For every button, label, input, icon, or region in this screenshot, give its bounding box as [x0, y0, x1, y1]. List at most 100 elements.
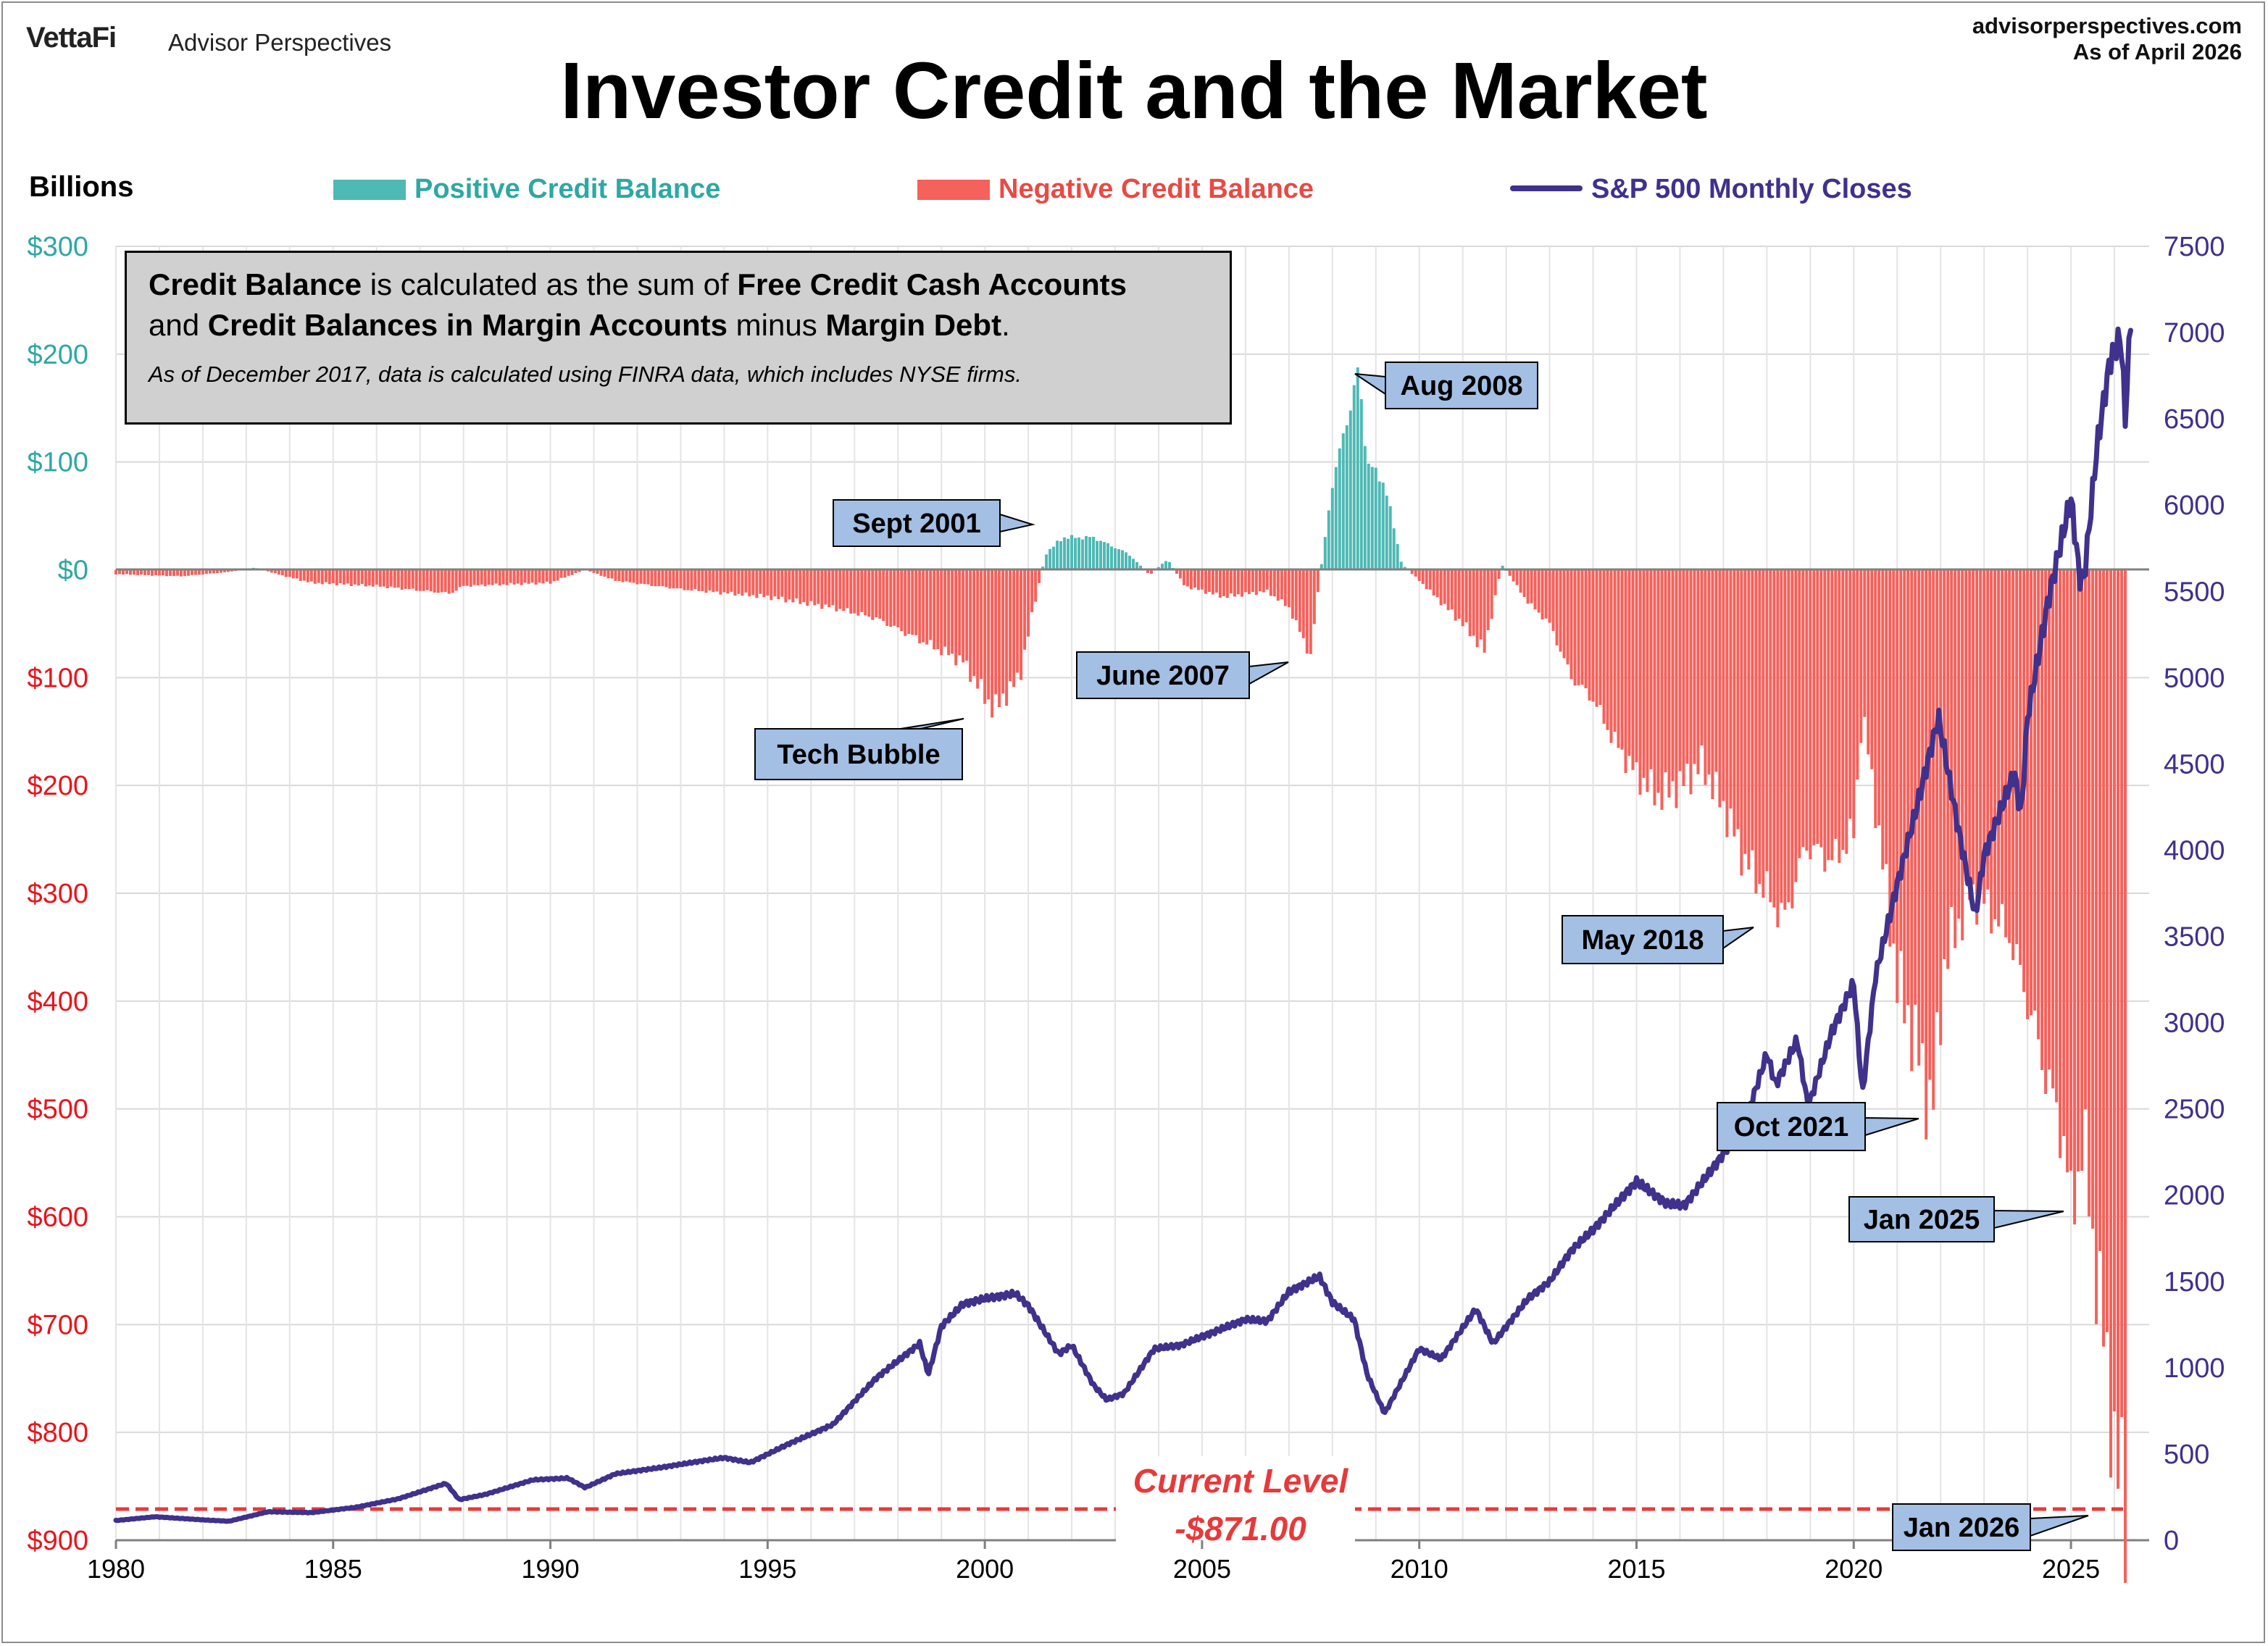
- negative-bar: [215, 569, 219, 574]
- negative-bar: [563, 569, 567, 578]
- negative-bar: [284, 569, 288, 577]
- right-tick-label: 500: [2164, 1440, 2209, 1470]
- negative-bar: [1729, 569, 1733, 809]
- negative-bar: [893, 569, 896, 626]
- grid-lines: [115, 246, 2149, 1542]
- negative-bar: [1704, 569, 1707, 785]
- negative-bar: [1819, 569, 1823, 848]
- negative-bar: [773, 569, 777, 597]
- negative-bar: [1653, 569, 1656, 806]
- negative-bar: [1602, 569, 1606, 724]
- negative-bar: [389, 569, 393, 587]
- negative-bar: [1240, 569, 1243, 597]
- negative-bar: [299, 569, 302, 581]
- negative-bar: [226, 569, 230, 572]
- negative-bar: [277, 569, 280, 575]
- negative-bar: [1316, 569, 1319, 593]
- positive-bar: [1327, 510, 1330, 570]
- left-tick-label: $400: [27, 987, 88, 1017]
- positive-bar: [1319, 564, 1323, 570]
- negative-bar: [592, 569, 596, 573]
- note-text-run: Free Credit Cash Accounts: [737, 267, 1127, 301]
- negative-bar: [882, 569, 885, 622]
- negative-bar: [693, 569, 697, 590]
- negative-bar: [643, 569, 646, 585]
- negative-bar: [1566, 569, 1569, 665]
- right-tick-label: 1500: [2164, 1267, 2225, 1298]
- negative-bar: [1233, 569, 1236, 597]
- note-text-run: Credit Balances in Margin Accounts: [207, 308, 728, 342]
- callout-fill: [1077, 653, 1248, 698]
- negative-bar: [1758, 569, 1762, 885]
- positive-bar: [1074, 538, 1077, 570]
- negative-bar: [1627, 569, 1631, 756]
- negative-bar: [606, 569, 610, 579]
- negative-bar: [1845, 569, 1848, 854]
- negative-bar: [766, 569, 770, 596]
- negative-bar: [385, 569, 389, 589]
- callout-fill: [1850, 1198, 1993, 1241]
- negative-bar: [770, 569, 773, 601]
- negative-bar: [617, 569, 621, 582]
- note-text-run: is calculated as the sum of: [362, 267, 738, 301]
- negative-bar: [1925, 569, 1928, 1140]
- negative-bar: [1149, 569, 1153, 574]
- positive-bar: [1501, 565, 1504, 570]
- negative-bar: [2106, 569, 2109, 1332]
- negative-bar: [164, 569, 168, 577]
- negative-bar: [280, 569, 284, 576]
- left-tick-label: $500: [27, 1095, 88, 1125]
- negative-bar: [657, 569, 661, 587]
- negative-bar: [2008, 569, 2011, 943]
- negative-bar: [353, 569, 357, 585]
- negative-bar: [704, 569, 708, 593]
- negative-bar: [136, 569, 139, 575]
- negative-bar: [472, 569, 476, 585]
- negative-bar: [1020, 569, 1023, 680]
- left-tick-label: $200: [27, 771, 88, 801]
- negative-bar: [338, 569, 342, 584]
- left-tick-label: $0: [58, 556, 88, 586]
- legend-positive-label: Positive Credit Balance: [414, 174, 721, 204]
- negative-bar: [157, 569, 161, 576]
- positive-bar: [1164, 561, 1167, 570]
- negative-bar: [1272, 569, 1276, 597]
- negative-bar: [270, 569, 273, 573]
- legend-sp500-label: S&P 500 Monthly Closes: [1591, 174, 1912, 204]
- negative-bar: [219, 569, 222, 573]
- x-tick-label: 1990: [522, 1554, 580, 1584]
- negative-bar: [922, 569, 925, 643]
- negative-bar: [1254, 569, 1258, 596]
- x-axis: 1980 1985 1990 1995 2000 2005 2010 2015 2020 2025: [87, 1540, 2100, 1584]
- negative-bar: [204, 569, 208, 575]
- sp500-line: [113, 326, 2133, 1524]
- negative-bar: [1584, 569, 1588, 689]
- negative-bar: [1635, 569, 1638, 763]
- negative-bar: [429, 569, 433, 592]
- negative-bar: [1751, 569, 1754, 851]
- negative-bar: [813, 569, 817, 606]
- negative-bar: [2091, 569, 2095, 1229]
- positive-bar: [1096, 540, 1099, 570]
- negative-bar: [849, 569, 853, 614]
- negative-bar: [483, 569, 487, 587]
- negative-bar: [491, 569, 494, 585]
- negative-bar: [208, 569, 212, 574]
- negative-bar: [929, 569, 933, 640]
- negative-bar: [516, 569, 520, 584]
- negative-bar: [846, 569, 849, 609]
- negative-bar: [1309, 569, 1312, 654]
- negative-bar: [791, 569, 795, 603]
- right-tick-label: 6500: [2164, 404, 2225, 435]
- negative-bar: [1776, 569, 1780, 928]
- negative-bar: [1443, 569, 1446, 604]
- negative-bar: [451, 569, 454, 593]
- negative-bar: [1435, 569, 1439, 598]
- negative-bar: [1805, 569, 1809, 851]
- negative-bar: [1743, 569, 1747, 854]
- negative-bar: [1689, 569, 1693, 795]
- negative-bar: [958, 569, 962, 656]
- negative-bar: [1486, 569, 1490, 630]
- negative-bar: [596, 569, 599, 575]
- negative-bar: [1914, 569, 1917, 1005]
